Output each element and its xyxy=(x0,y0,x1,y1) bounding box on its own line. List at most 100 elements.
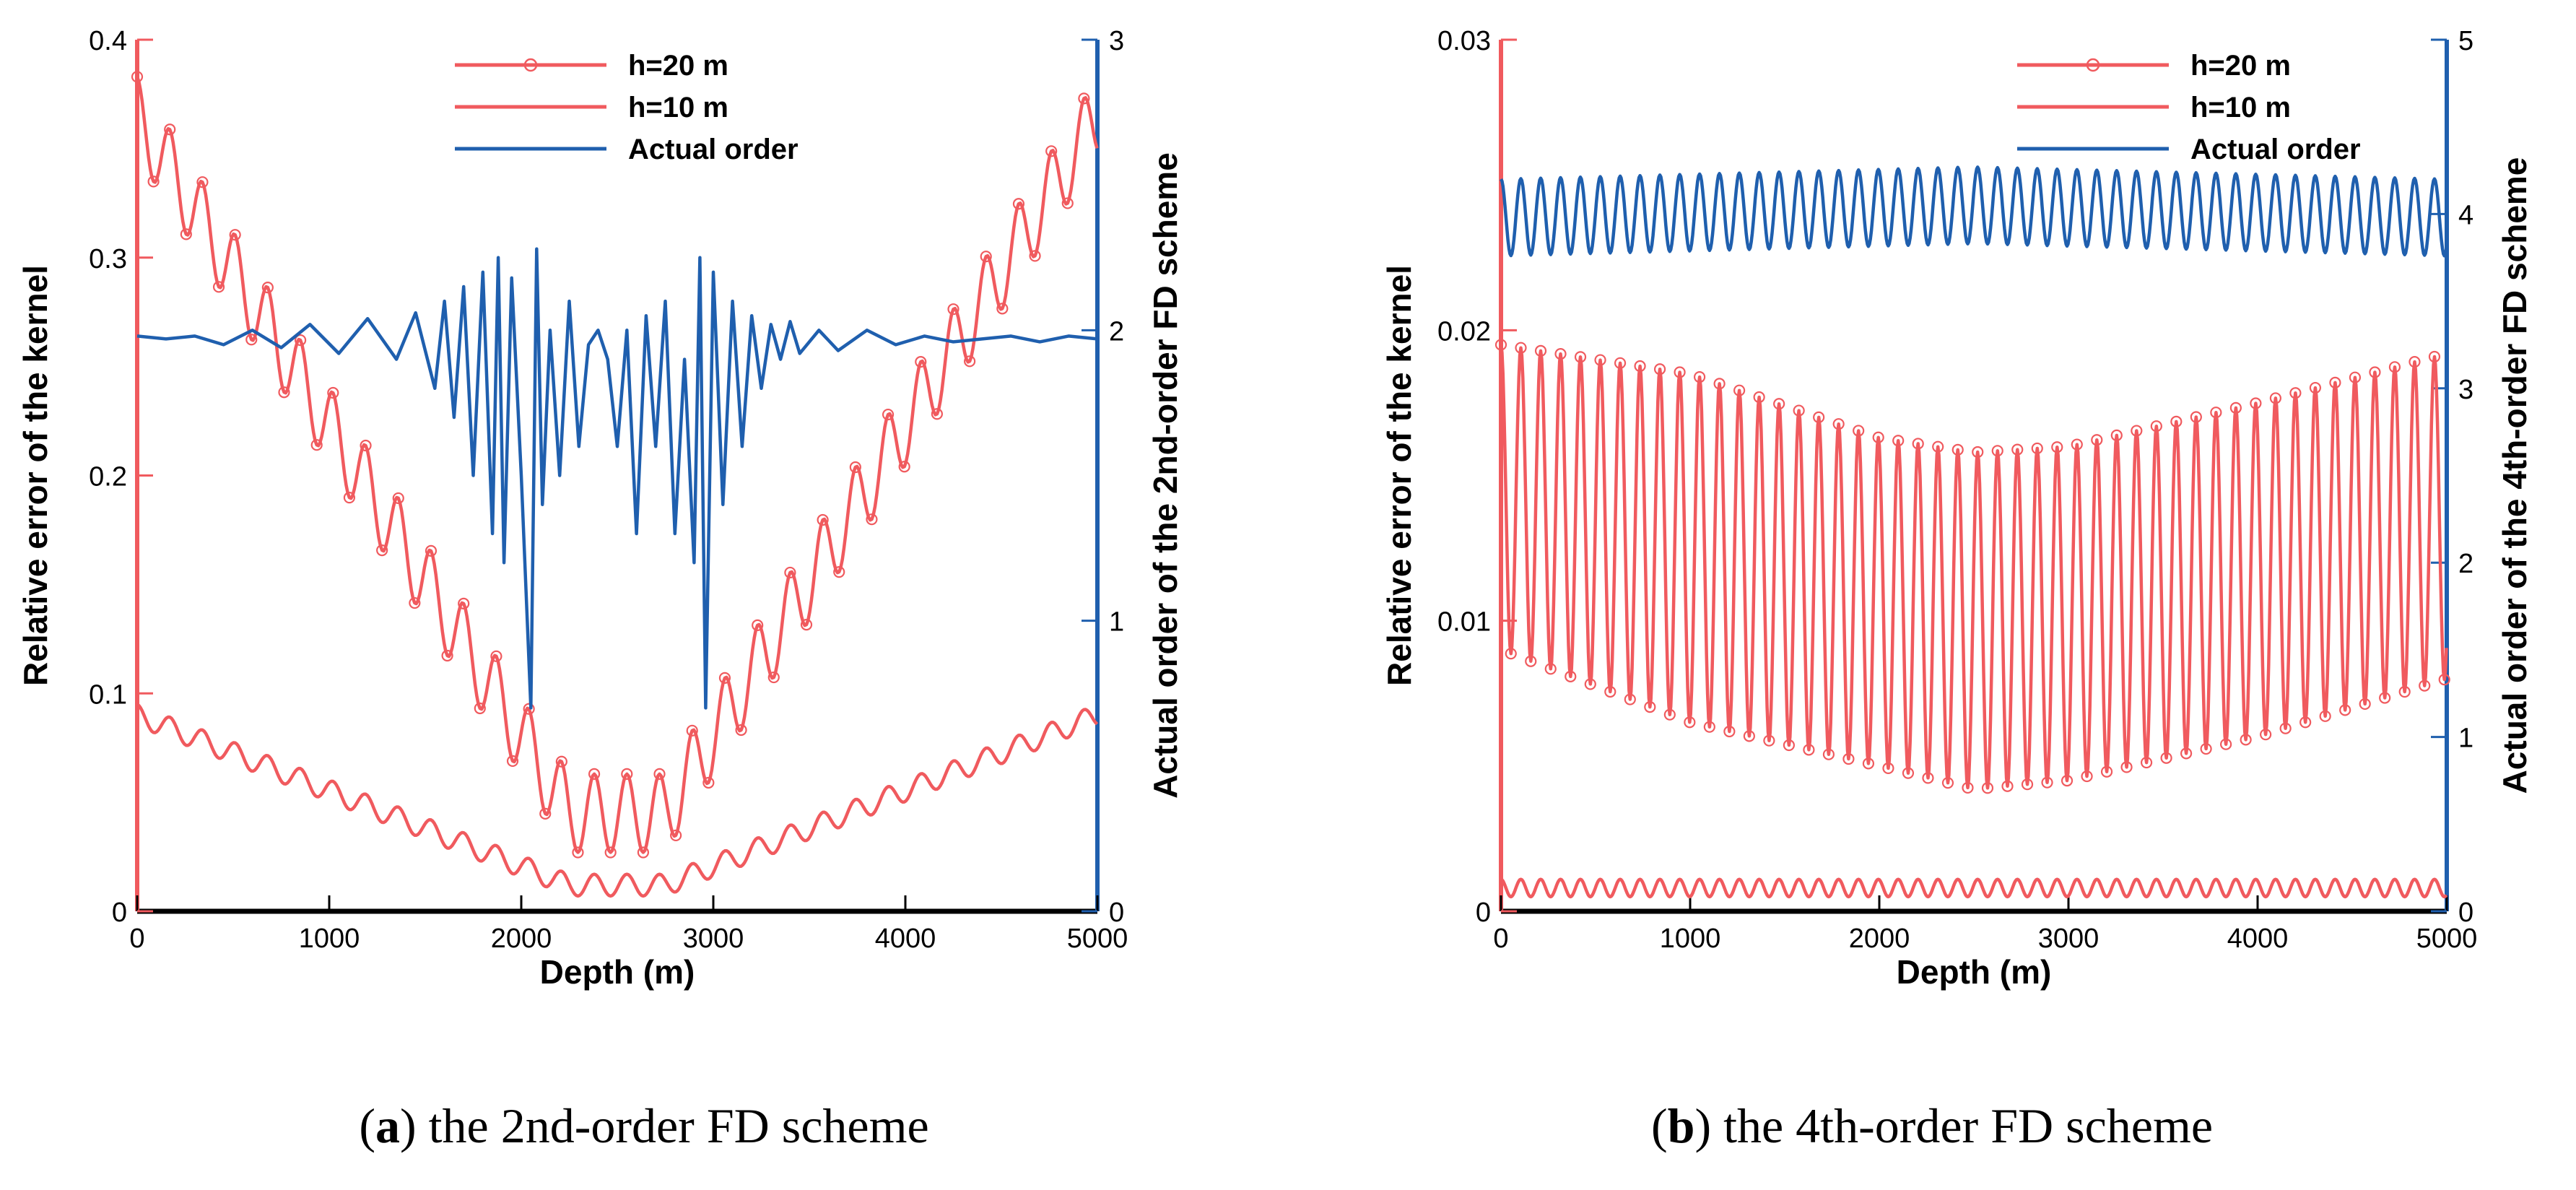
series-marker xyxy=(310,439,323,451)
series-marker xyxy=(2011,443,2024,456)
left-y-tick-label: 0.3 xyxy=(89,244,127,274)
series-marker xyxy=(1763,734,1775,747)
right-y-tick-label: 3 xyxy=(2458,375,2473,405)
series-marker xyxy=(1862,757,1875,770)
series-marker xyxy=(278,386,290,399)
series-marker xyxy=(2041,776,2053,789)
series-marker xyxy=(882,408,895,421)
series-marker xyxy=(147,175,160,188)
x-tick-label: 2000 xyxy=(1849,924,1910,954)
series-marker xyxy=(1584,678,1596,690)
series-marker xyxy=(1853,425,1865,437)
series-marker xyxy=(2200,742,2212,755)
series-marker xyxy=(1922,772,1934,784)
right-y-axis-label: Actual order of the 2nd-order FD scheme xyxy=(1146,152,1184,799)
series-marker xyxy=(1534,344,1547,357)
series-marker xyxy=(915,356,927,368)
series-marker xyxy=(2140,756,2153,769)
series-marker xyxy=(1525,655,1537,667)
series-marker xyxy=(1012,198,1025,210)
left-y-tick-label: 0 xyxy=(112,898,127,928)
series-marker xyxy=(686,724,698,737)
series-marker xyxy=(1882,762,1894,774)
x-tick-label: 3000 xyxy=(683,924,744,954)
legend-label: h=10 m xyxy=(2190,92,2291,123)
series-marker xyxy=(2250,397,2262,409)
series-marker xyxy=(1773,398,1785,410)
series-marker xyxy=(2150,420,2162,433)
series-marker xyxy=(1594,354,1606,366)
series-marker xyxy=(1872,431,1884,443)
series-marker xyxy=(1644,701,1656,713)
series-marker xyxy=(2110,429,2123,441)
series-marker xyxy=(866,513,878,526)
series-marker xyxy=(2279,722,2292,734)
series-marker xyxy=(2240,734,2252,746)
series-marker xyxy=(360,439,372,452)
caption-text: the 4th-order FD scheme xyxy=(1711,1098,2214,1153)
series-marker xyxy=(1723,725,1736,738)
left-y-axis-label: Relative error of the kernel xyxy=(17,265,54,686)
series-marker xyxy=(653,768,666,780)
series-marker xyxy=(931,408,943,420)
series-marker xyxy=(1574,351,1587,363)
series-marker xyxy=(1663,708,1676,721)
series-line-actual-order xyxy=(136,247,1098,710)
series-line-h-10-m xyxy=(136,703,1099,898)
series-marker xyxy=(1783,739,1795,752)
series-marker xyxy=(817,513,829,526)
series-marker xyxy=(1813,411,1825,423)
right-y-tick-label: 1 xyxy=(2458,724,2473,754)
series-marker xyxy=(490,650,502,662)
series-marker xyxy=(1554,348,1567,360)
x-tick-label: 3000 xyxy=(2038,924,2099,954)
series-line-h-20-m xyxy=(1499,344,2448,790)
series-marker xyxy=(1614,357,1627,369)
series-marker xyxy=(1693,371,1706,383)
series-marker xyxy=(2309,381,2322,394)
series-marker xyxy=(1674,366,1686,378)
series-marker xyxy=(1544,663,1557,675)
series-marker xyxy=(2409,356,2421,368)
series-marker xyxy=(2289,387,2302,399)
series-marker xyxy=(752,619,764,632)
series-marker xyxy=(2091,434,2103,446)
caption-panel-a: (a) the 2nd-order FD scheme xyxy=(359,1098,929,1153)
series-marker xyxy=(1822,748,1835,760)
series-marker xyxy=(2031,442,2043,455)
series-marker xyxy=(1912,438,1924,450)
series-marker xyxy=(2269,392,2281,404)
series-marker xyxy=(2081,770,2093,783)
series-marker xyxy=(735,724,747,737)
left-y-tick-label: 0.03 xyxy=(1437,26,1491,56)
series-marker xyxy=(1932,440,1944,453)
series-marker xyxy=(2339,704,2351,716)
right-y-tick-label: 3 xyxy=(1109,26,1124,56)
series-marker xyxy=(2329,376,2341,388)
series-marker xyxy=(1653,363,1666,375)
legend-label: h=20 m xyxy=(628,50,728,82)
series-marker xyxy=(637,846,650,859)
series-line-actual-order xyxy=(1500,165,2448,258)
series-marker xyxy=(898,461,910,473)
x-tick-label: 2000 xyxy=(491,924,552,954)
x-axis-label: Depth (m) xyxy=(540,953,695,991)
series-marker xyxy=(1604,685,1616,698)
series-marker xyxy=(2349,371,2362,383)
series-marker xyxy=(588,768,601,780)
series-marker xyxy=(800,618,813,631)
series-marker xyxy=(2369,366,2381,378)
series-marker xyxy=(849,461,861,474)
caption-text: the 2nd-order FD scheme xyxy=(416,1098,929,1153)
series-marker xyxy=(392,492,404,505)
series-marker xyxy=(980,251,992,263)
series-marker xyxy=(1505,648,1517,660)
series-marker xyxy=(1515,342,1527,354)
series-marker xyxy=(376,544,388,557)
series-marker xyxy=(2438,674,2450,686)
series-marker xyxy=(670,829,682,842)
series-marker xyxy=(555,755,567,768)
series-marker xyxy=(1803,744,1815,756)
series-marker xyxy=(2061,775,2074,787)
right-y-tick-label: 0 xyxy=(1109,898,1124,928)
